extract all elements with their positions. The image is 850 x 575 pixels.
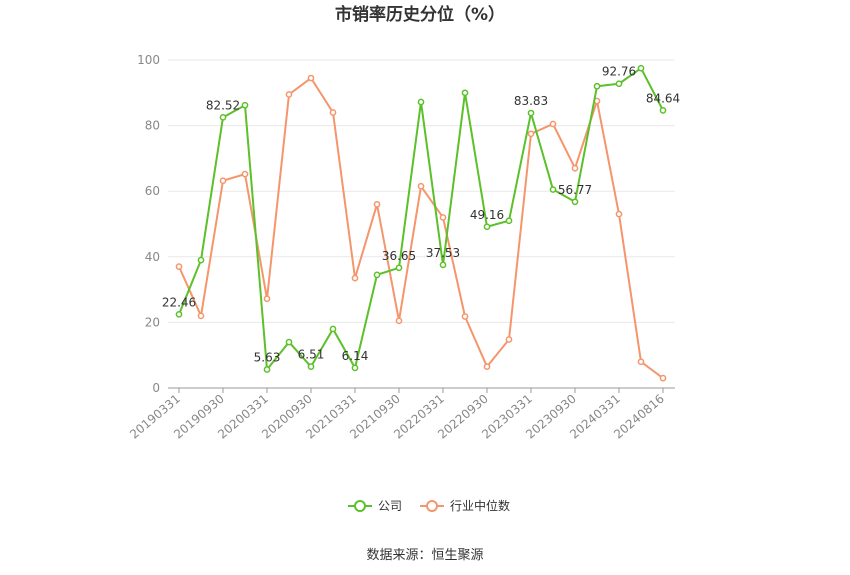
series-line-0 [178, 67, 664, 371]
data-point[interactable] [197, 256, 205, 264]
data-point[interactable] [395, 264, 403, 272]
data-label: 82.52 [206, 98, 240, 112]
legend-item-1[interactable]: 行业中位数 [420, 498, 510, 513]
chart-title: 市销率历史分位（%） [335, 4, 505, 25]
data-point[interactable] [263, 366, 271, 373]
data-point[interactable] [175, 310, 183, 318]
y-tick-label: 40 [145, 250, 160, 264]
data-label: 92.76 [602, 65, 636, 79]
legend[interactable]: 公司 行业中位数 [348, 498, 510, 513]
data-point[interactable] [549, 120, 557, 128]
data-point[interactable] [373, 271, 381, 279]
data-point[interactable] [505, 336, 513, 343]
data-point[interactable] [241, 101, 249, 109]
data-point[interactable] [373, 200, 381, 208]
data-point[interactable] [593, 82, 601, 90]
legend-label: 公司 [378, 499, 402, 513]
data-label: 56.77 [558, 183, 592, 197]
data-point[interactable] [285, 91, 293, 98]
data-point[interactable] [571, 164, 579, 172]
data-point[interactable] [219, 113, 227, 121]
data-point[interactable] [637, 64, 645, 72]
data-point[interactable] [483, 223, 491, 231]
data-point[interactable] [659, 374, 667, 382]
data-point[interactable] [615, 210, 623, 218]
data-point[interactable] [351, 274, 359, 282]
data-point[interactable] [505, 217, 513, 225]
legend-marker [426, 500, 438, 512]
legend-label: 行业中位数 [450, 498, 510, 513]
data-label: 37.53 [426, 246, 460, 260]
data-point[interactable] [417, 98, 425, 106]
data-point[interactable] [329, 325, 337, 333]
data-point[interactable] [395, 317, 403, 325]
data-point[interactable] [329, 109, 337, 116]
source-note: 数据来源：恒生聚源 [366, 548, 483, 563]
data-point[interactable] [659, 107, 667, 114]
data-point[interactable] [417, 182, 425, 190]
data-point[interactable] [483, 363, 491, 371]
data-label: 6.51 [298, 348, 325, 362]
data-labels: 22.46 82.52 5.63 6.51 6.14 36.65 37.53 49.16 83.… [162, 65, 680, 365]
data-label: 84.64 [646, 91, 680, 105]
y-tick-label: 100 [137, 53, 160, 67]
data-point[interactable] [571, 198, 579, 206]
data-label: 49.16 [470, 208, 504, 222]
data-point[interactable] [219, 177, 227, 185]
data-label: 36.65 [382, 249, 416, 263]
y-tick-label: 0 [152, 381, 160, 395]
data-label: 22.46 [162, 295, 196, 309]
x-axis: 2019033120190930202003312020093020210331… [127, 387, 675, 442]
data-point[interactable] [549, 186, 557, 193]
data-label: 6.14 [342, 349, 369, 363]
data-point[interactable] [175, 263, 183, 270]
data-point[interactable] [307, 74, 315, 82]
y-tick-label: 20 [145, 315, 160, 329]
legend-marker [354, 500, 366, 512]
data-point[interactable] [307, 363, 315, 370]
data-point[interactable] [527, 130, 535, 138]
data-point[interactable] [351, 364, 359, 372]
data-point[interactable] [637, 358, 645, 366]
series-group [175, 64, 667, 382]
data-point[interactable] [461, 89, 469, 97]
y-tick-label: 60 [145, 184, 160, 198]
data-point[interactable] [439, 261, 447, 269]
data-point[interactable] [263, 295, 271, 303]
data-point[interactable] [197, 312, 205, 320]
data-point[interactable] [615, 80, 623, 88]
data-label: 5.63 [254, 351, 281, 365]
data-label: 83.83 [514, 94, 548, 108]
data-point[interactable] [527, 109, 535, 117]
y-tick-label: 80 [145, 119, 160, 133]
y-axis: 0 20 40 60 80 100 [137, 53, 160, 395]
data-point[interactable] [285, 338, 293, 346]
data-point[interactable] [461, 313, 469, 320]
data-point[interactable] [439, 214, 447, 221]
legend-item-0[interactable]: 公司 [348, 499, 402, 513]
data-point[interactable] [241, 170, 249, 178]
